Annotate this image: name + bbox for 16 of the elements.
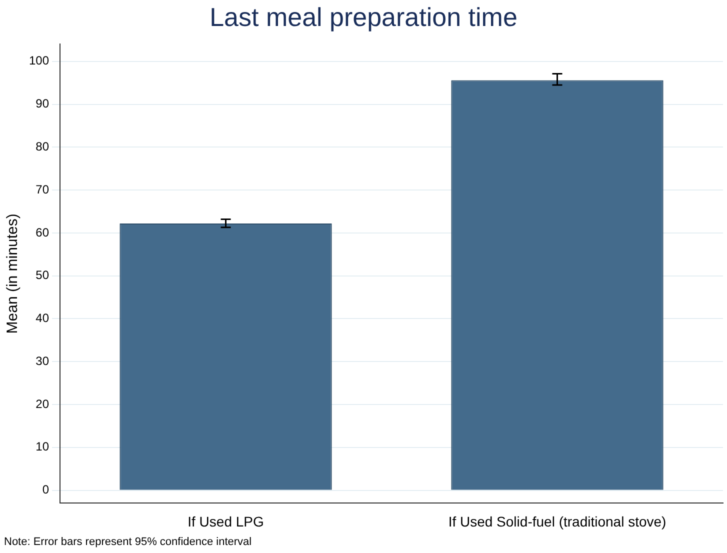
y-tick-label: 100: [28, 54, 50, 68]
y-axis-title: Mean (in minutes): [4, 214, 22, 334]
y-tick-label: 10: [36, 440, 50, 454]
y-tick-label: 20: [36, 396, 50, 411]
x-tick-label: If Used LPG: [188, 513, 264, 530]
x-tick-label: If Used Solid-fuel (traditional stove): [448, 513, 666, 530]
y-tick-label: 80: [36, 139, 50, 154]
chart-title: Last meal preparation time: [208, 2, 518, 33]
y-tick-label: 40: [36, 311, 50, 326]
y-tick-label: 70: [36, 182, 50, 196]
y-tick-label: 60: [36, 225, 50, 240]
y-tick-label: 50: [36, 268, 50, 282]
y-tick-label: 0: [42, 482, 50, 497]
y-tick-label: 30: [36, 354, 50, 368]
y-tick-label: 90: [36, 96, 50, 111]
text: Note: Error bars represent 95% confidence interval: [4, 536, 252, 548]
